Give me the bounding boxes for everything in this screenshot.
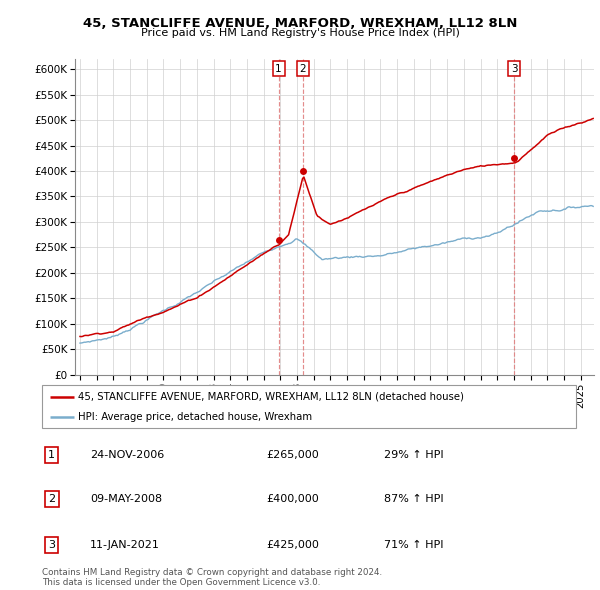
Text: 24-NOV-2006: 24-NOV-2006 [90,450,164,460]
Text: 1: 1 [48,450,55,460]
Text: £400,000: £400,000 [266,494,319,504]
Text: Price paid vs. HM Land Registry's House Price Index (HPI): Price paid vs. HM Land Registry's House … [140,28,460,38]
Text: 45, STANCLIFFE AVENUE, MARFORD, WREXHAM, LL12 8LN: 45, STANCLIFFE AVENUE, MARFORD, WREXHAM,… [83,17,517,30]
Text: 87% ↑ HPI: 87% ↑ HPI [384,494,443,504]
Text: 29% ↑ HPI: 29% ↑ HPI [384,450,443,460]
Text: 11-JAN-2021: 11-JAN-2021 [90,540,160,550]
Text: Contains HM Land Registry data © Crown copyright and database right 2024.
This d: Contains HM Land Registry data © Crown c… [42,568,382,587]
Text: 1: 1 [275,64,282,74]
FancyBboxPatch shape [42,385,576,428]
Text: £265,000: £265,000 [266,450,319,460]
Text: £425,000: £425,000 [266,540,319,550]
Text: 09-MAY-2008: 09-MAY-2008 [90,494,162,504]
Text: 45, STANCLIFFE AVENUE, MARFORD, WREXHAM, LL12 8LN (detached house): 45, STANCLIFFE AVENUE, MARFORD, WREXHAM,… [79,392,464,402]
Text: 2: 2 [299,64,306,74]
Text: 2: 2 [48,494,55,504]
Text: 3: 3 [48,540,55,550]
Text: 3: 3 [511,64,518,74]
Text: HPI: Average price, detached house, Wrexham: HPI: Average price, detached house, Wrex… [79,412,313,422]
Text: 71% ↑ HPI: 71% ↑ HPI [384,540,443,550]
